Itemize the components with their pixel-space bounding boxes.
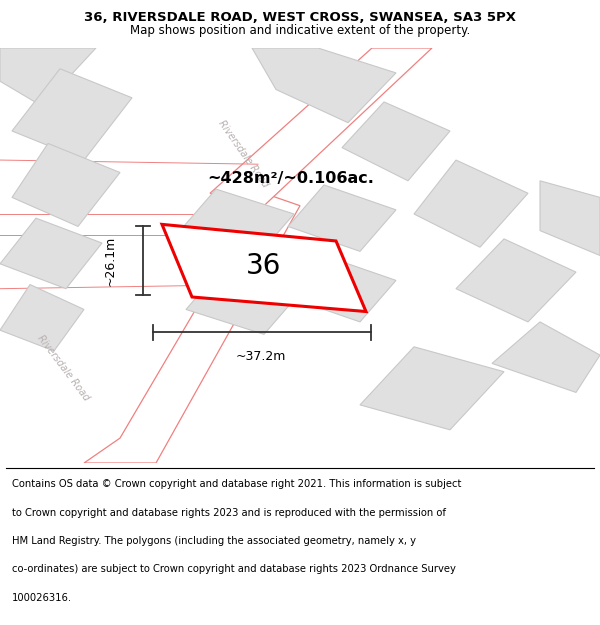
Polygon shape xyxy=(0,218,102,289)
Polygon shape xyxy=(414,160,528,248)
Polygon shape xyxy=(186,268,300,334)
Polygon shape xyxy=(252,48,396,122)
Text: ~37.2m: ~37.2m xyxy=(236,350,286,363)
Polygon shape xyxy=(84,193,300,463)
Polygon shape xyxy=(360,347,504,430)
Polygon shape xyxy=(456,239,576,322)
Text: 36: 36 xyxy=(247,252,281,280)
Polygon shape xyxy=(492,322,600,392)
Polygon shape xyxy=(0,284,84,351)
Text: to Crown copyright and database rights 2023 and is reproduced with the permissio: to Crown copyright and database rights 2… xyxy=(12,508,446,518)
Text: Map shows position and indicative extent of the property.: Map shows position and indicative extent… xyxy=(130,24,470,38)
Polygon shape xyxy=(288,185,396,251)
Polygon shape xyxy=(288,256,396,322)
Text: HM Land Registry. The polygons (including the associated geometry, namely x, y: HM Land Registry. The polygons (includin… xyxy=(12,536,416,546)
Polygon shape xyxy=(342,102,450,181)
Polygon shape xyxy=(162,224,366,311)
Text: co-ordinates) are subject to Crown copyright and database rights 2023 Ordnance S: co-ordinates) are subject to Crown copyr… xyxy=(12,564,456,574)
Polygon shape xyxy=(12,144,120,226)
Text: Riversdale Road: Riversdale Road xyxy=(35,332,91,402)
Polygon shape xyxy=(12,69,132,160)
Text: 36, RIVERSDALE ROAD, WEST CROSS, SWANSEA, SA3 5PX: 36, RIVERSDALE ROAD, WEST CROSS, SWANSEA… xyxy=(84,11,516,24)
Polygon shape xyxy=(210,48,432,206)
Polygon shape xyxy=(180,189,294,256)
Text: Riversdale Road: Riversdale Road xyxy=(216,118,270,189)
Text: 100026316.: 100026316. xyxy=(12,592,72,602)
Polygon shape xyxy=(540,181,600,256)
Text: Contains OS data © Crown copyright and database right 2021. This information is : Contains OS data © Crown copyright and d… xyxy=(12,479,461,489)
Text: ~26.1m: ~26.1m xyxy=(104,236,117,286)
Polygon shape xyxy=(0,48,96,106)
Text: ~428m²/~0.106ac.: ~428m²/~0.106ac. xyxy=(207,171,374,186)
